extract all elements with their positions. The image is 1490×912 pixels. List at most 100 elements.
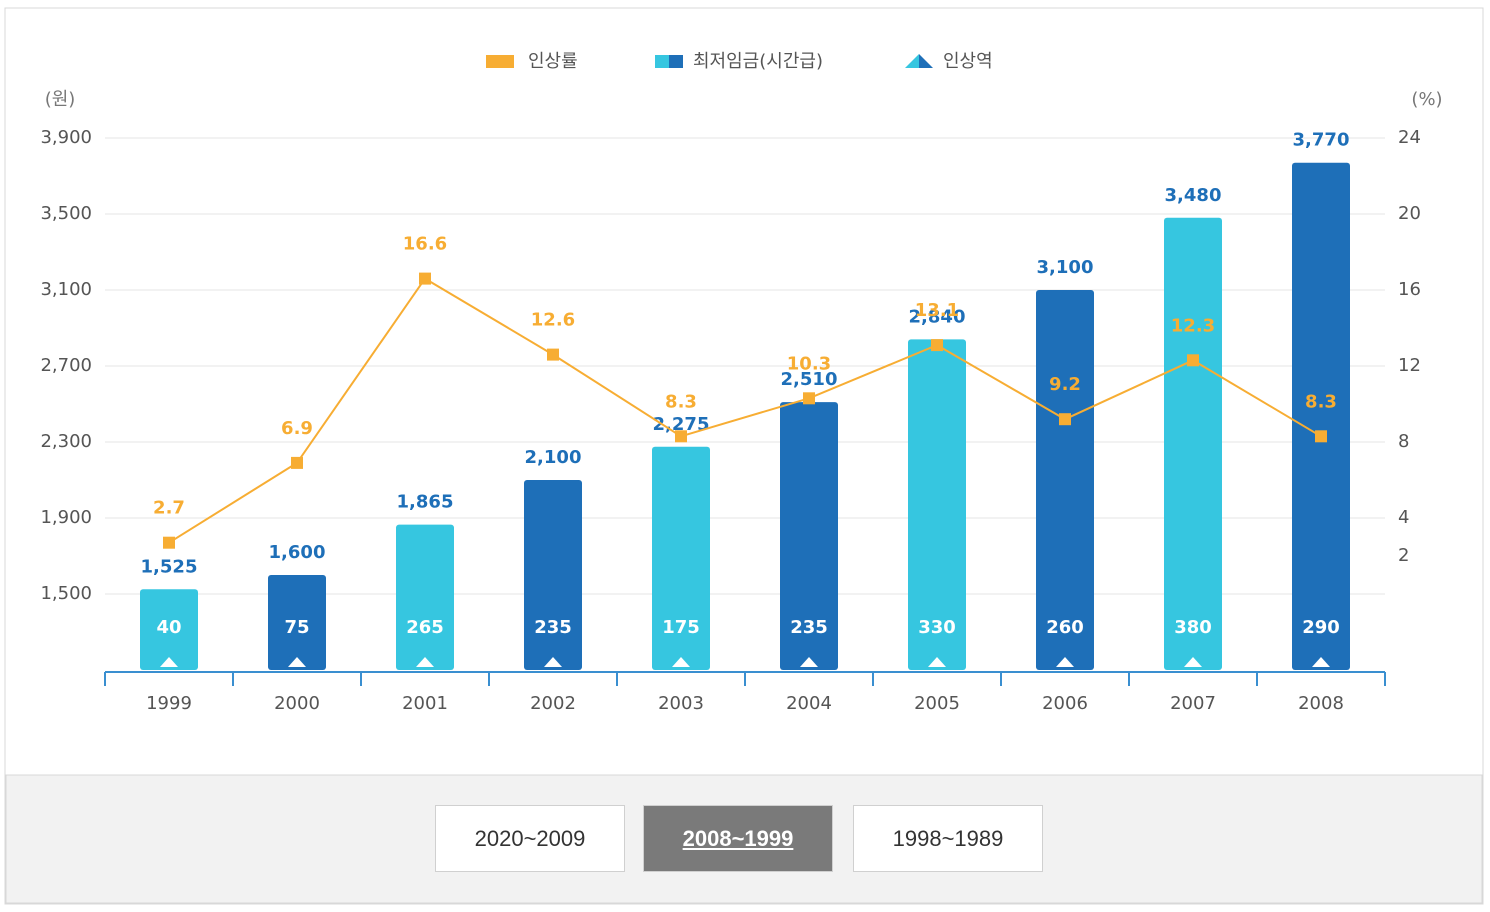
bar-value-label: 2,510 [781, 369, 838, 390]
y2-tick-label: 4 [1398, 507, 1409, 528]
y-tick-label: 3,900 [40, 127, 92, 148]
legend-swatch [486, 55, 514, 68]
y2-tick-label: 20 [1398, 203, 1421, 224]
increase-label: 265 [406, 617, 444, 638]
x-tick-label: 2006 [1042, 693, 1088, 714]
legend-swatch [655, 55, 669, 68]
line [168, 277, 1322, 544]
triangle-marker [1312, 657, 1330, 667]
x-tick-label: 2007 [1170, 693, 1216, 714]
bar [1164, 217, 1222, 671]
bar-value-label: 2,100 [525, 447, 582, 468]
bar-value-label: 1,600 [269, 542, 326, 563]
x-tick-label: 2003 [658, 693, 704, 714]
range-button[interactable]: 2020~2009 [435, 805, 625, 872]
y-tick-label: 3,100 [40, 279, 92, 300]
point [1059, 413, 1071, 426]
rate-label: 12.3 [1171, 315, 1215, 336]
bar-value-label: 3,100 [1037, 257, 1094, 278]
legend-label: 최저임금(시간급) [693, 51, 823, 72]
bar [780, 402, 838, 670]
triangle-marker [416, 657, 434, 667]
x-tick-label: 2004 [786, 693, 832, 714]
legend-label: 인상역 [943, 51, 993, 72]
increase-label: 290 [1302, 617, 1340, 638]
point [291, 456, 303, 469]
increase-label: 235 [534, 617, 572, 638]
triangle-marker [800, 657, 818, 667]
y2-unit: (%) [1411, 89, 1442, 110]
bar-value-label: 2,840 [909, 306, 966, 327]
y-tick-label: 1,900 [40, 507, 92, 528]
y-unit: (원) [45, 89, 76, 110]
x-tick-label: 2002 [530, 693, 576, 714]
x-tick-label: 2001 [402, 693, 448, 714]
bar [908, 339, 966, 670]
rate-label: 12.6 [531, 310, 575, 331]
y-tick-label: 3,500 [40, 203, 92, 224]
point [931, 339, 943, 352]
x-tick-label: 2008 [1298, 693, 1344, 714]
triangle-marker [544, 657, 562, 667]
increase-label: 175 [662, 617, 700, 638]
y-tick-label: 1,500 [40, 583, 92, 604]
bar [140, 589, 198, 670]
triangle-marker [1184, 657, 1202, 667]
legend-swatch [919, 54, 933, 68]
rate-label: 10.3 [787, 353, 831, 374]
y2-tick-label: 16 [1398, 279, 1421, 300]
legend-label: 인상률 [528, 51, 578, 72]
triangle-marker [928, 657, 946, 667]
y-tick-label: 2,300 [40, 431, 92, 452]
bar [396, 524, 454, 670]
point [675, 430, 687, 443]
bar-value-label: 1,525 [141, 556, 198, 577]
bar [268, 575, 326, 670]
point [547, 348, 559, 361]
point [419, 272, 431, 285]
point [1187, 354, 1199, 367]
point [803, 392, 815, 405]
increase-label: 260 [1046, 617, 1084, 638]
rate-label: 8.3 [665, 391, 697, 412]
y-tick-label: 2,700 [40, 355, 92, 376]
rate-label: 8.3 [1305, 391, 1337, 412]
bar [524, 480, 582, 670]
bar [652, 446, 710, 670]
point [163, 536, 175, 549]
y2-tick-label: 2 [1398, 545, 1409, 566]
bar-value-label: 3,770 [1293, 130, 1350, 151]
triangle-marker [160, 657, 178, 667]
triangle-marker [672, 657, 690, 667]
increase-label: 75 [284, 617, 309, 638]
y2-tick-label: 24 [1398, 127, 1421, 148]
rate-label: 13.1 [915, 300, 959, 321]
frame [4, 7, 1484, 905]
bar [1036, 290, 1094, 670]
range-button[interactable]: 1998~1989 [853, 805, 1043, 872]
point [1315, 430, 1327, 443]
increase-label: 380 [1174, 617, 1212, 638]
increase-label: 235 [790, 617, 828, 638]
triangle-marker [288, 657, 306, 667]
bar [1292, 162, 1350, 670]
rate-label: 2.7 [153, 498, 185, 519]
rate-label: 16.6 [403, 234, 447, 255]
bar-value-label: 1,865 [397, 492, 454, 513]
range-button[interactable]: 2008~1999 [643, 805, 833, 872]
rate-label: 9.2 [1049, 374, 1081, 395]
x-tick-label: 2000 [274, 693, 320, 714]
rate-label: 6.9 [281, 418, 313, 439]
increase-label: 330 [918, 617, 956, 638]
legend-swatch [905, 54, 919, 68]
increase-label: 40 [156, 617, 181, 638]
legend-swatch [669, 55, 683, 68]
triangle-marker [1056, 657, 1074, 667]
bar-value-label: 3,480 [1165, 185, 1222, 206]
x-tick-label: 2005 [914, 693, 960, 714]
y2-tick-label: 12 [1398, 355, 1421, 376]
x-tick-label: 1999 [146, 693, 192, 714]
bar-value-label: 2,275 [653, 414, 710, 435]
